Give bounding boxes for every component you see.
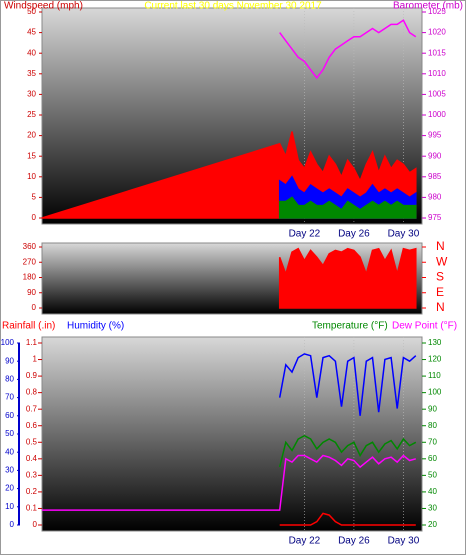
y-tick-label: 30: [5, 466, 14, 475]
line: [279, 512, 416, 526]
y-tick-label: 40: [5, 447, 14, 456]
y-tick-label: 60: [5, 411, 14, 420]
y2-tick-label: 20: [428, 520, 437, 529]
y2-tick-label: 1015: [428, 48, 446, 57]
y3-tick-label: 0.7: [26, 404, 38, 413]
y-tick-label: 90: [27, 288, 36, 297]
y2-tick-label: 50: [428, 470, 437, 479]
y-axis-label: Windspeed (mph): [4, 1, 83, 12]
line: [42, 454, 416, 511]
y-tick-label: 50: [27, 7, 36, 16]
x-tick-label: Day 26: [338, 229, 370, 240]
y3-tick-label: 1: [33, 355, 38, 364]
y2-tick-label: E: [436, 285, 444, 299]
line: [278, 353, 417, 416]
x-tick-label: Day 22: [289, 229, 321, 240]
y2-tick-label: S: [436, 270, 444, 284]
y2-tick-label: 110: [428, 371, 441, 380]
legend-label: Dew Point (°F): [392, 321, 457, 332]
y2-tick-label: 980: [428, 193, 442, 202]
y3-tick-label: 0.9: [26, 371, 38, 380]
y2-tick-label: 40: [428, 487, 437, 496]
plot-background: [41, 336, 423, 532]
y2-tick-label: 70: [428, 437, 437, 446]
y2-tick-label: N: [436, 239, 445, 253]
y-tick-label: 10: [5, 502, 14, 511]
y-tick-label: 0: [32, 303, 37, 312]
y2-tick-label: 1010: [428, 69, 446, 78]
x-tick-label: Day 30: [388, 229, 420, 240]
y-tick-label: 25: [27, 110, 36, 119]
y3-tick-label: 0.4: [26, 454, 38, 463]
y3-tick-label: 0.1: [26, 504, 38, 513]
y-tick-label: 40: [27, 48, 36, 57]
y2-tick-label: 90: [428, 404, 437, 413]
y-tick-label: 180: [23, 273, 37, 282]
y-tick-label: 30: [27, 90, 36, 99]
y3-tick-label: 1.1: [26, 338, 38, 347]
y2-tick-label: 120: [428, 355, 442, 364]
y-tick-label: 15: [27, 151, 36, 160]
x-tick-label: Day 22: [289, 536, 321, 547]
y3-tick-label: 0.3: [26, 470, 38, 479]
area: [278, 247, 417, 309]
chart-title: Current last 30 days November 30 2017: [144, 1, 322, 12]
y2-tick-label: W: [436, 254, 448, 268]
y-tick-label: 20: [27, 131, 36, 140]
line: [279, 19, 417, 80]
y-tick-label: 360: [23, 242, 37, 251]
y2-tick-label: 1020: [428, 28, 446, 37]
legend-label: Humidity (%): [67, 321, 124, 332]
y3-tick-label: 0: [33, 520, 38, 529]
y-tick-label: 35: [27, 69, 36, 78]
legend-label: Temperature (°F): [312, 321, 388, 332]
y2-tick-label: 30: [428, 504, 437, 513]
line: [278, 434, 417, 468]
y2-tick-label: 1005: [428, 90, 446, 99]
y-tick-label: 270: [23, 257, 37, 266]
y2-tick-label: 1000: [428, 110, 446, 119]
y2-tick-label: 985: [428, 172, 442, 181]
y-tick-label: 0: [32, 213, 37, 222]
y-tick-label: 50: [5, 429, 14, 438]
y2-axis-label: Barometer (mb): [393, 1, 463, 12]
y-tick-label: 80: [5, 375, 14, 384]
y3-tick-label: 0.6: [26, 421, 38, 430]
y-tick-label: 20: [5, 484, 14, 493]
y2-tick-label: 60: [428, 454, 437, 463]
y2-tick-label: 80: [428, 421, 437, 430]
y2-tick-label: 995: [428, 131, 442, 140]
x-tick-label: Day 26: [338, 536, 370, 547]
y2-tick-label: 975: [428, 213, 442, 222]
y-tick-label: 0: [10, 520, 15, 529]
y2-tick-label: 990: [428, 151, 442, 160]
y-tick-label: 5: [32, 193, 37, 202]
y-tick-label: 70: [5, 393, 14, 402]
y3-tick-label: 0.8: [26, 388, 38, 397]
y2-tick-label: 100: [428, 388, 442, 397]
legend-label: Rainfall (.in): [2, 321, 55, 332]
y-tick-label: 10: [27, 172, 36, 181]
y2-tick-label: 130: [428, 338, 442, 347]
y-tick-label: 90: [5, 356, 14, 365]
y-tick-label: 100: [1, 338, 15, 347]
x-tick-label: Day 30: [388, 536, 420, 547]
y2-tick-label: 1025: [428, 7, 446, 16]
area: [278, 196, 417, 219]
y-tick-label: 45: [27, 28, 36, 37]
y2-tick-label: N: [436, 300, 445, 314]
y3-tick-label: 0.5: [26, 437, 38, 446]
y3-tick-label: 0.2: [26, 487, 38, 496]
